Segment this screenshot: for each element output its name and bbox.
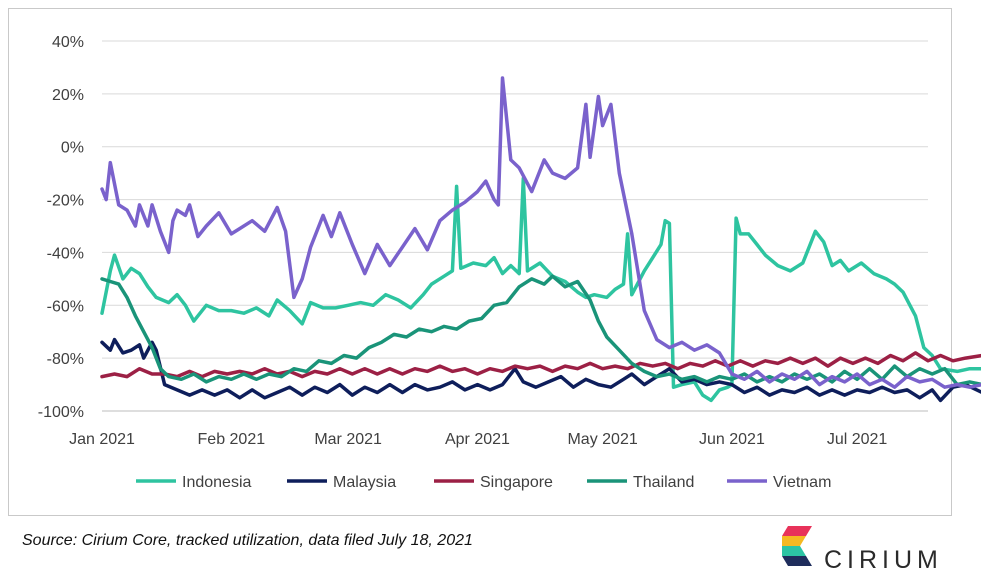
series-line-vietnam bbox=[100, 76, 981, 389]
x-axis-tick-labels: Jan 2021 Feb 2021 Mar 2021 Apr 2021 May 2021… bbox=[69, 431, 887, 448]
y-axis-tick-labels: 40% 20% 0% -20% -40% -60% -80% -100% bbox=[38, 34, 84, 421]
y-tick-label: 0% bbox=[61, 140, 84, 157]
series-lines bbox=[100, 76, 981, 403]
legend-label-vietnam: Vietnam bbox=[773, 474, 831, 491]
legend-label-indonesia: Indonesia bbox=[182, 474, 251, 491]
x-tick-label: Mar 2021 bbox=[314, 431, 382, 448]
cirium-wordmark: CIRIUM bbox=[824, 546, 943, 574]
x-tick-label: Jan 2021 bbox=[69, 431, 135, 448]
series-line-singapore bbox=[100, 351, 981, 379]
x-tick-label: Apr 2021 bbox=[445, 431, 510, 448]
y-tick-label: -100% bbox=[38, 404, 84, 421]
source-note: Source: Cirium Core, tracked utilization… bbox=[22, 532, 473, 549]
cirium-logo-mark-icon bbox=[782, 526, 812, 566]
y-tick-label: -80% bbox=[47, 351, 84, 368]
x-tick-label: Jul 2021 bbox=[827, 431, 888, 448]
legend: Indonesia Malaysia Singapore Thailand Vietna… bbox=[136, 474, 831, 491]
legend-label-malaysia: Malaysia bbox=[333, 474, 396, 491]
x-tick-label: May 2021 bbox=[567, 431, 637, 448]
legend-label-singapore: Singapore bbox=[480, 474, 553, 491]
x-tick-label: Feb 2021 bbox=[198, 431, 266, 448]
cirium-logo: CIRIUM bbox=[782, 522, 972, 574]
legend-label-thailand: Thailand bbox=[633, 474, 694, 491]
y-tick-label: 20% bbox=[52, 87, 84, 104]
y-tick-label: -20% bbox=[47, 193, 84, 210]
chart-frame bbox=[8, 8, 952, 516]
x-tick-label: Jun 2021 bbox=[699, 431, 765, 448]
y-tick-label: 40% bbox=[52, 34, 84, 51]
series-line-malaysia bbox=[100, 337, 981, 403]
y-tick-label: -40% bbox=[47, 245, 84, 262]
y-tick-label: -60% bbox=[47, 298, 84, 315]
series-line-indonesia bbox=[100, 176, 981, 403]
